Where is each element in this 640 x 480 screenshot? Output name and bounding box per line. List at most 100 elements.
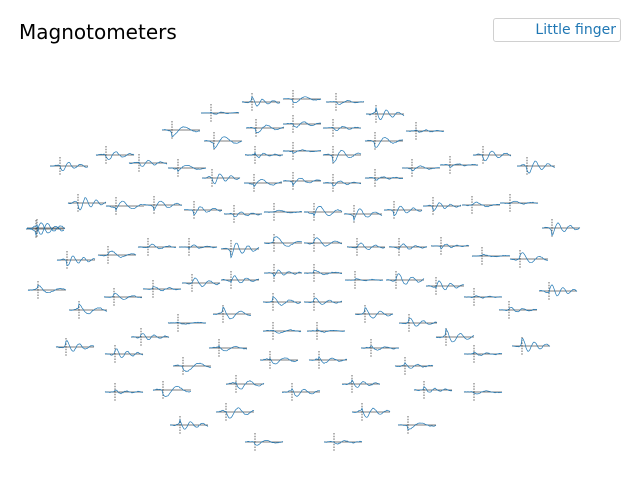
sensor-plot — [413, 381, 453, 399]
sensor-trace — [243, 178, 282, 188]
sensor-trace — [282, 121, 321, 128]
sensor-plot — [303, 264, 343, 282]
sensor-plot — [243, 174, 282, 192]
sensor-plot — [137, 238, 177, 256]
sensor-trace — [220, 275, 260, 284]
sensor-trace — [104, 348, 144, 358]
sensor-plot — [308, 351, 348, 369]
sensor-trace — [422, 202, 462, 211]
sensor-trace — [245, 124, 285, 134]
sensor-trace — [351, 407, 391, 418]
sensor-plot — [398, 314, 438, 332]
sensor-trace — [322, 149, 362, 163]
sensor-trace — [366, 107, 405, 120]
sensor-plot — [341, 375, 381, 393]
sensor-plot — [347, 238, 386, 256]
sensor-trace — [461, 201, 501, 208]
sensor-plot — [439, 156, 479, 174]
sensor-trace — [394, 361, 434, 369]
sensor-trace — [341, 379, 381, 388]
sensor-trace — [178, 244, 218, 250]
sensor-trace — [323, 440, 363, 445]
sensor-plot — [422, 197, 462, 215]
sensor-trace — [512, 337, 551, 352]
sensor-trace — [259, 357, 298, 365]
sensor-trace — [464, 351, 503, 356]
sensor-plot — [364, 132, 404, 150]
sensor-trace — [439, 163, 479, 168]
sensor-plot — [541, 219, 581, 237]
sensor-plot — [464, 345, 503, 363]
sensor-trace — [97, 250, 137, 258]
sensor-plot — [430, 237, 470, 255]
sensor-plot — [499, 194, 539, 212]
sensor-trace — [364, 176, 403, 181]
sensor-trace — [538, 284, 578, 297]
sensor-plot — [322, 119, 361, 137]
sensor-plot — [152, 381, 192, 399]
sensor-trace — [430, 243, 470, 250]
sensor-trace — [104, 389, 144, 395]
sensor-plot — [95, 146, 135, 164]
sensor-trace — [161, 126, 201, 138]
sensor-trace — [435, 327, 475, 343]
sensor-trace — [306, 329, 346, 333]
sensor-plot — [169, 416, 209, 434]
sensor-plot — [282, 90, 322, 108]
sensor-plot — [264, 264, 303, 282]
sensor-plot — [405, 122, 445, 140]
sensor-plot — [220, 271, 260, 289]
sensor-plot — [303, 203, 343, 221]
sensor-trace — [343, 208, 383, 222]
sensor-plot — [386, 271, 425, 289]
sensor-plot — [325, 93, 365, 111]
sensor-trace — [263, 209, 303, 214]
sensor-trace — [325, 100, 365, 105]
sensor-plot — [498, 301, 538, 319]
sensor-trace — [95, 151, 135, 160]
sensor-plot — [366, 105, 405, 123]
sensor-plot — [26, 219, 66, 237]
sensor-plot — [394, 357, 434, 375]
sensor-plot — [538, 282, 578, 300]
sensor-plot — [463, 383, 503, 401]
sensor-plot — [262, 293, 302, 311]
sensor-trace — [55, 339, 95, 352]
sensor-trace — [282, 149, 322, 154]
sensor-trace — [128, 159, 168, 167]
sensor-plot — [259, 351, 298, 369]
sensor-trace — [364, 137, 404, 148]
sensor-plot — [282, 115, 321, 133]
sensor-trace — [499, 200, 539, 205]
sensor-trace — [472, 150, 512, 162]
sensor-trace — [56, 255, 96, 266]
sensor-plot — [173, 357, 212, 375]
sensor-trace — [169, 418, 209, 430]
sensor-plot — [130, 328, 170, 346]
sensor-trace — [152, 385, 192, 397]
sensor-plot — [472, 146, 512, 164]
sensor-plot — [181, 274, 221, 292]
sensor-plot — [183, 201, 223, 219]
sensor-plot — [461, 196, 501, 214]
sensor-trace — [303, 206, 343, 217]
sensor-plot — [200, 104, 240, 122]
sensor-trace — [383, 205, 423, 217]
sensor-plot — [245, 119, 285, 137]
sensor-trace — [262, 296, 302, 306]
sensor-plot — [25, 220, 64, 238]
sensor-plot — [323, 433, 363, 451]
sensor-trace — [181, 277, 221, 288]
sensor-trace — [49, 161, 89, 171]
sensor-trace — [167, 321, 207, 325]
sensor-trace — [471, 254, 511, 258]
sensor-plot — [226, 375, 265, 393]
sensor-trace — [347, 242, 386, 250]
sensor-plot — [351, 403, 391, 421]
sensor-plot — [303, 293, 343, 311]
sensor-trace — [137, 243, 177, 250]
sensor-plot — [389, 238, 428, 256]
sensor-trace — [203, 136, 243, 150]
sensor-plot — [97, 246, 137, 264]
sensor-plot — [322, 174, 362, 192]
